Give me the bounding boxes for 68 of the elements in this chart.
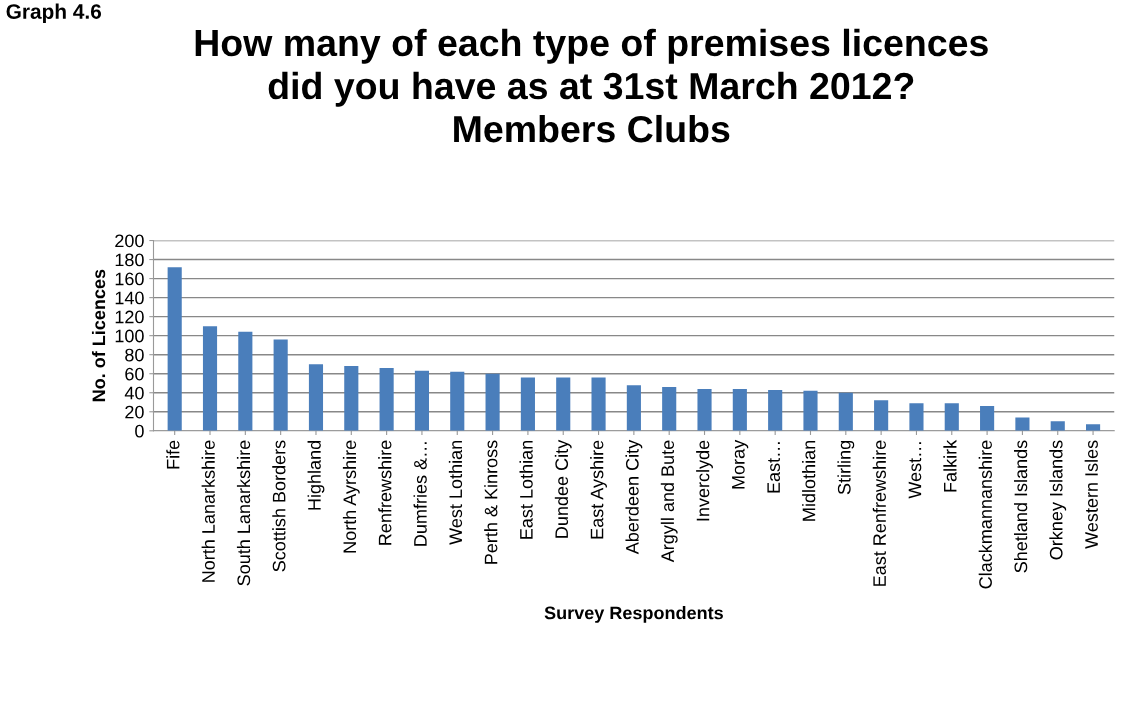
caption: Graph 4.6 [6, 3, 102, 24]
bar [768, 389, 783, 431]
x-tick-label: Dumfries &… [413, 442, 427, 546]
bar [626, 385, 641, 431]
x-tick-label: Midlothian [802, 440, 816, 521]
x-tick-label: Aberdeen City [625, 439, 643, 555]
x-tick-label: Argyll and Bute [660, 440, 678, 563]
x-tick-label: East Renfrewshire [872, 440, 886, 586]
x-tick-label: Perth & Kinross [484, 440, 498, 564]
x-tick-label: East Ayshire [590, 440, 607, 539]
x-tick-label: Renfrewshire [378, 440, 392, 545]
bar [485, 373, 500, 431]
x-tick-label: Fife [166, 440, 180, 469]
bar [909, 403, 924, 431]
y-tick-label: 0 [135, 424, 144, 438]
x-tick-label: North Ayrshire [342, 440, 360, 553]
bar [414, 370, 430, 431]
x-axis-title: Survey Respondents [544, 606, 723, 623]
y-axis-title: No. of Licences [91, 269, 106, 402]
x-tick-label: East… [767, 442, 781, 493]
x-tick-label: West… [908, 442, 922, 499]
bar [273, 339, 288, 431]
x-tick-label: Clackmannanshire [978, 440, 992, 589]
bar [980, 406, 995, 431]
x-tick-label: Falkirk [943, 439, 957, 492]
bar [591, 377, 606, 431]
bar [803, 390, 818, 431]
x-tick-label: Orkney Islands [1049, 440, 1067, 560]
x-tick-label: Highland [307, 440, 325, 510]
bar [944, 403, 959, 431]
bar [732, 388, 747, 431]
x-tick-label: West Lothian [448, 440, 463, 545]
y-tick-label: 120 [115, 310, 144, 324]
bar [1015, 417, 1030, 431]
bar [202, 326, 218, 431]
bar [662, 387, 677, 431]
bar [520, 377, 535, 431]
y-tick-label: 60 [125, 367, 144, 381]
x-tick-label: East Lothian [519, 440, 533, 539]
bar [379, 368, 394, 431]
bar [697, 388, 712, 431]
bar [238, 331, 253, 431]
x-tick-label: Dundee City [554, 439, 572, 538]
x-tick-label: Western Isles [1084, 440, 1098, 549]
x-tick-label: Stirling [837, 440, 855, 495]
y-tick-label: 20 [125, 405, 144, 419]
x-tick-label: Moray [732, 439, 749, 489]
bar [450, 371, 465, 431]
x-tick-label: South Lanarkshire [236, 440, 251, 586]
chart-title: How many of each type of premises licences did you have as at 31st March 2012? Members Clubs [195, 28, 988, 143]
bar [344, 366, 359, 431]
y-tick-label: 80 [125, 348, 144, 362]
bar [874, 400, 889, 431]
y-tick-label: 140 [115, 291, 144, 305]
bar [167, 267, 182, 431]
bar [1050, 421, 1065, 431]
x-tick-label: Scottish Borders [272, 440, 286, 572]
x-tick-label: Inverclyde [696, 440, 713, 521]
bar [308, 364, 324, 431]
x-tick-label: Shetland Islands [1014, 440, 1028, 573]
y-tick-label: 160 [115, 272, 144, 286]
y-tick-label: 200 [115, 234, 144, 248]
y-tick-label: 40 [124, 386, 144, 400]
y-tick-label: 100 [115, 329, 144, 343]
y-tick-label: 180 [115, 253, 144, 267]
bar [556, 377, 571, 431]
bar [838, 392, 853, 431]
x-tick-label: North Lanarkshire [201, 440, 215, 582]
